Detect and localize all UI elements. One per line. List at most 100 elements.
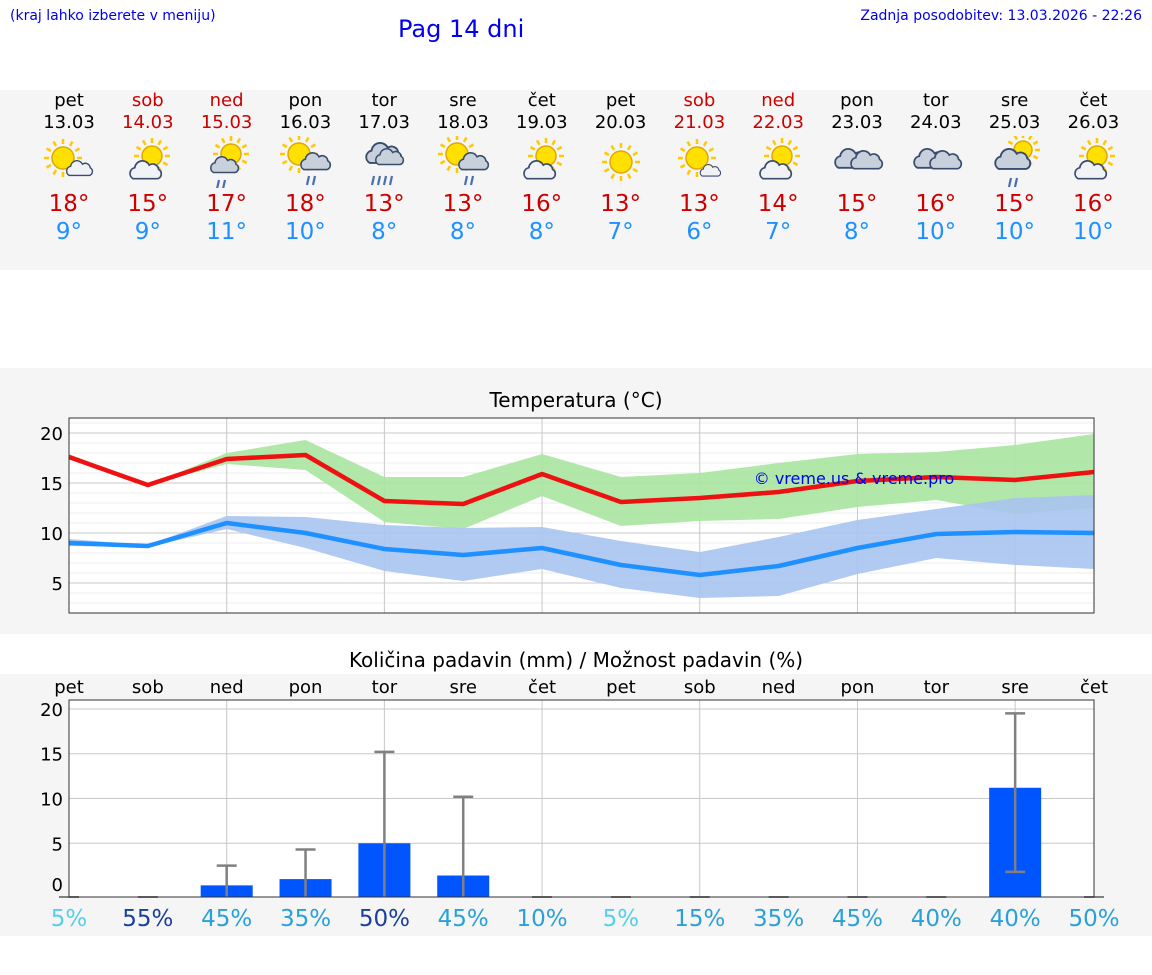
precipitation-day-label: ned [762, 677, 796, 698]
cloud-shape [209, 156, 239, 174]
min-temperature: 8° [843, 219, 871, 245]
precipitation-day-label: sre [1001, 677, 1028, 698]
precipitation-day-label: sob [132, 677, 164, 698]
cloud-shape [458, 152, 490, 171]
precipitation-day-label: pon [289, 677, 323, 698]
copyright-watermark: © vreme.us & vreme.pro [754, 469, 955, 488]
cloud-sun-icon [1063, 136, 1123, 188]
precipitation-day-label: čet [1080, 677, 1108, 698]
precipitation-probability-label: 5% [51, 906, 88, 932]
precipitation-probability-label: 15% [674, 906, 725, 932]
forecast-day: pet 20.03 13° 7° [581, 90, 661, 246]
min-temperature: 9° [134, 219, 161, 245]
max-temperature-range-band [69, 434, 1094, 529]
precipitation-day-label: pet [606, 677, 636, 698]
day-date: 23.03 [831, 112, 883, 133]
forecast-strip-background [0, 90, 1152, 270]
max-temperature: 16° [915, 191, 957, 217]
cloud-shape [65, 160, 94, 177]
sun-icon [591, 136, 651, 188]
cloud-shape [850, 150, 884, 170]
precipitation-y-tick-label: 0 [52, 875, 63, 896]
day-date: 15.03 [200, 112, 253, 133]
min-temperature: 8° [449, 219, 477, 245]
sun-cloud-icon [39, 136, 99, 188]
precipitation-probability-label: 50% [359, 906, 410, 932]
forecast-day: čet 26.03 16° 10° [1053, 90, 1133, 246]
forecast-day: sre 18.03 13° 8° [423, 90, 503, 246]
day-name: pet [605, 90, 636, 111]
day-date: 21.03 [673, 112, 726, 133]
day-name: tor [371, 90, 397, 111]
forecast-day: ned 15.03 17° 11° [187, 90, 267, 246]
min-temperature: 7° [607, 219, 634, 245]
precipitation-probability-label: 40% [911, 906, 962, 932]
sun-rain-icon [197, 136, 257, 190]
day-name: sre [449, 90, 477, 111]
forecast-day: pon 23.03 15° 8° [817, 90, 897, 246]
sun-cloud-rain-icon [275, 135, 335, 188]
rain-shape [371, 175, 394, 186]
cloud-shape [375, 148, 405, 166]
precipitation-probability-label: 35% [753, 906, 804, 932]
precipitation-probability-label: 50% [1068, 906, 1119, 932]
precipitation-y-tick-label: 20 [40, 700, 63, 721]
day-name: sre [1000, 90, 1029, 111]
day-name: ned [209, 90, 244, 111]
temperature-chart-title: Temperatura (°C) [489, 388, 663, 412]
cloud-shape [1074, 160, 1108, 180]
temperature-y-tick-label: 10 [40, 524, 63, 545]
precipitation-probability-label: 35% [280, 906, 331, 932]
max-temperature: 16° [521, 191, 563, 217]
max-temperature: 13° [363, 191, 405, 217]
last-update: Zadnja posodobitev: 13.03.2026 - 22:26 [860, 8, 1142, 24]
max-temperature: 15° [127, 191, 169, 217]
cloudy-icon [827, 136, 887, 188]
cloud-shape [129, 160, 162, 180]
cloud-rain-icon [985, 133, 1045, 188]
precipitation-day-label: ned [210, 677, 244, 698]
max-temperature: 13° [442, 191, 484, 217]
max-temperature: 13° [679, 191, 720, 217]
day-name: čet [1079, 90, 1108, 111]
precipitation-y-tick-label: 15 [40, 745, 63, 766]
day-name: sob [683, 90, 716, 111]
max-temperature: 15° [836, 191, 878, 217]
precipitation-probability-label: 45% [832, 906, 883, 932]
day-name: pon [840, 90, 874, 111]
min-temperature: 9° [55, 219, 83, 245]
rain-shape [306, 175, 317, 186]
page-title: Pag 14 dni [398, 15, 525, 43]
min-temperature: 8° [371, 219, 398, 245]
day-date: 14.03 [122, 112, 174, 133]
cloud-sun-icon [512, 136, 572, 188]
cloud-shape [759, 160, 793, 180]
location-menu-hint[interactable]: (kraj lahko izberete v meniju) [10, 8, 216, 24]
cloud-shape [993, 148, 1031, 170]
sun-shape [133, 138, 170, 174]
day-name: pet [54, 90, 84, 111]
precipitation-day-label: tor [924, 677, 950, 698]
precipitation-day-label: tor [372, 677, 398, 698]
day-date: 19.03 [516, 112, 568, 133]
precipitation-day-label: čet [528, 677, 556, 698]
precipitation-day-label: sob [684, 677, 716, 698]
day-date: 18.03 [437, 112, 489, 133]
forecast-day: sob 21.03 13° 6° [659, 90, 739, 246]
temperature-y-tick-label: 5 [52, 574, 63, 595]
max-temperature-line [68, 452, 1095, 507]
max-temperature: 15° [994, 191, 1035, 217]
cloud-shape [929, 150, 962, 170]
precipitation-plot-frame [68, 699, 1095, 898]
min-temperature: 7° [765, 219, 792, 245]
max-temperature: 16° [1073, 191, 1114, 217]
precipitation-probability-label: 10% [517, 906, 568, 932]
precipitation-y-tick-label: 5 [52, 834, 63, 855]
min-temperature: 11° [206, 219, 247, 245]
sun-shape [601, 143, 640, 181]
forecast-day: pet 13.03 18° 9° [29, 90, 109, 246]
cloud-shape [523, 160, 556, 180]
precipitation-probability-label: 45% [438, 906, 489, 932]
rain-shape [1007, 177, 1018, 188]
